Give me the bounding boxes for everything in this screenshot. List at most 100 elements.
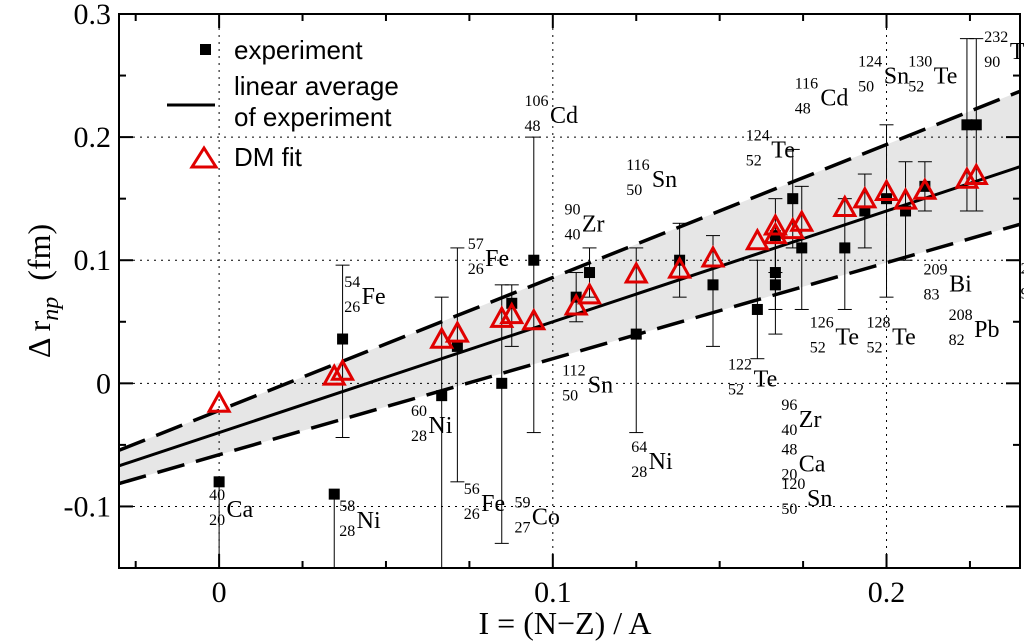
y-tick-label-0: -0.1 xyxy=(64,490,112,523)
experiment-points xyxy=(213,119,982,500)
error-bars xyxy=(218,38,984,568)
nuclide-charge-3: 28 xyxy=(411,428,427,445)
experiment-point-20 xyxy=(859,205,871,217)
experiment-point-19 xyxy=(839,242,851,254)
nuclide-mass-8: 90 xyxy=(564,201,580,218)
nuclide-charge-6: 27 xyxy=(514,519,530,536)
nuclide-element-11: Sn xyxy=(652,167,677,193)
experiment-point-12 xyxy=(707,279,719,291)
legend-label-experiment: experiment xyxy=(234,35,363,65)
nuclide-label-5: 56 26 Fe xyxy=(464,481,505,523)
experiment-point-0 xyxy=(213,476,225,488)
nuclide-mass-19: 130 xyxy=(908,54,932,71)
nuclide-charge-19: 52 xyxy=(908,79,924,96)
nuclide-mass-10: 64 xyxy=(631,439,647,456)
plot-frame xyxy=(118,13,1021,569)
dm-fit-point-24 xyxy=(963,162,989,186)
nuclide-mass-16: 120 xyxy=(781,476,805,493)
dm-fit-point-4 xyxy=(444,320,470,343)
experiment-point-7 xyxy=(528,254,540,266)
grid xyxy=(119,14,1020,568)
nuclide-charge-4: 26 xyxy=(468,261,484,278)
nuclide-charge-20: 90 xyxy=(984,54,1000,71)
y-tick-label-3: 0.2 xyxy=(74,121,112,154)
nuclide-element-0: Ca xyxy=(227,497,254,523)
nuclide-charge-24: 82 xyxy=(949,332,965,349)
axis-tick-labels: 0 0.1 0.2 -0.1 0 0.1 0.2 0.3 xyxy=(64,0,906,609)
nuclide-label-17: 116 48 Cd xyxy=(795,76,849,118)
x-tick-label-2: 0.2 xyxy=(868,576,906,609)
nuclide-label-11: 116 50 Sn xyxy=(626,157,677,199)
band-upper-line xyxy=(119,89,1020,452)
nuclide-charge-14: 40 xyxy=(781,422,797,439)
x-tick-label-1: 0.1 xyxy=(534,576,572,609)
y-tick-label-4: 0.3 xyxy=(74,0,112,31)
dm-fit-point-9 xyxy=(576,281,603,305)
nuclide-element-9: Sn xyxy=(588,373,613,399)
experiment-point-23 xyxy=(919,180,931,192)
experiment-point-22 xyxy=(900,205,912,217)
nuclide-label-0: 40 20 Ca xyxy=(209,487,253,529)
nuclide-label-7: 106 48 Cd xyxy=(524,93,578,135)
experiment-point-10 xyxy=(630,328,642,340)
nuclide-label-8: 90 40 Zr xyxy=(564,201,604,243)
nuclide-charge-5: 26 xyxy=(464,506,480,523)
experiment-point-14 xyxy=(769,230,781,242)
dm-fit-point-22 xyxy=(912,177,938,200)
nuclide-mass-4: 57 xyxy=(468,236,484,253)
nuclide-label-14: 96 40 Zr xyxy=(781,397,821,439)
legend-label-dm-fit: DM fit xyxy=(234,142,303,172)
nuclide-element-21: Te xyxy=(835,325,859,351)
svg-text:Δ rnp(fm): Δ rnp (fm) xyxy=(21,224,64,358)
nuclide-charge-18: 50 xyxy=(858,79,874,96)
nuclide-mass-18: 124 xyxy=(858,54,882,71)
nuclide-charge-10: 28 xyxy=(631,464,647,481)
dm-fit-point-18 xyxy=(832,194,858,218)
band-lower-line xyxy=(119,222,1020,486)
dm-fit-point-6 xyxy=(499,301,525,325)
nuclide-label-16: 120 50 Sn xyxy=(781,476,832,518)
nuclide-element-1: Ni xyxy=(357,508,381,534)
nuclide-mass-12: 124 xyxy=(746,127,770,144)
nuclide-element-12: Te xyxy=(771,137,795,163)
legend-square-marker xyxy=(200,44,211,55)
nuclide-charge-1: 28 xyxy=(339,523,355,540)
nuclide-mass-15: 48 xyxy=(781,441,797,458)
legend-label-linear-average-2: of experiment xyxy=(234,102,392,132)
nuclide-mass-11: 116 xyxy=(626,157,649,174)
dm-fit-point-23 xyxy=(954,166,980,189)
nuclide-charge-11: 50 xyxy=(626,182,642,199)
nuclide-mass-20: 232 xyxy=(984,29,1008,46)
nuclide-label-9: 112 50 Sn xyxy=(562,363,613,405)
experiment-point-2 xyxy=(337,333,349,345)
nuclide-element-15: Ca xyxy=(799,451,826,477)
nuclide-mass-24: 208 xyxy=(949,307,973,324)
dm-fit-point-7 xyxy=(521,307,547,331)
nuclide-label-10: 64 28 Ni xyxy=(631,439,673,481)
nuclide-mass-1: 58 xyxy=(339,498,355,515)
nuclide-mass-3: 60 xyxy=(411,403,427,420)
nuclide-charge-0: 20 xyxy=(209,512,225,529)
legend: experiment linear average of experiment … xyxy=(167,35,399,172)
nuclide-charge-25: 92 xyxy=(1021,285,1024,302)
nuclide-charge-17: 48 xyxy=(795,101,811,118)
nuclide-mass-9: 112 xyxy=(562,363,585,380)
y-tick-label-1: 0 xyxy=(96,367,111,400)
experiment-point-17 xyxy=(787,193,799,205)
nuclide-element-10: Ni xyxy=(649,449,673,475)
dm-fit-point-3 xyxy=(429,326,455,349)
experiment-point-24 xyxy=(961,119,973,131)
axis-ticks xyxy=(119,13,1020,568)
nuclide-label-12: 124 52 Te xyxy=(746,127,795,169)
nuclide-element-3: Ni xyxy=(428,413,452,439)
nuclide-label-1: 58 28 Ni xyxy=(339,498,381,540)
nuclide-element-8: Zr xyxy=(582,211,605,237)
nuclide-element-13: Te xyxy=(754,366,778,392)
nuclide-charge-15: 20 xyxy=(781,466,797,483)
nuclide-charge-22: 52 xyxy=(866,340,882,357)
x-tick-label-0: 0 xyxy=(212,576,227,609)
dm-fit-point-2 xyxy=(330,358,356,381)
nuclide-charge-7: 48 xyxy=(524,118,540,135)
nuclide-mass-13: 122 xyxy=(728,356,752,373)
